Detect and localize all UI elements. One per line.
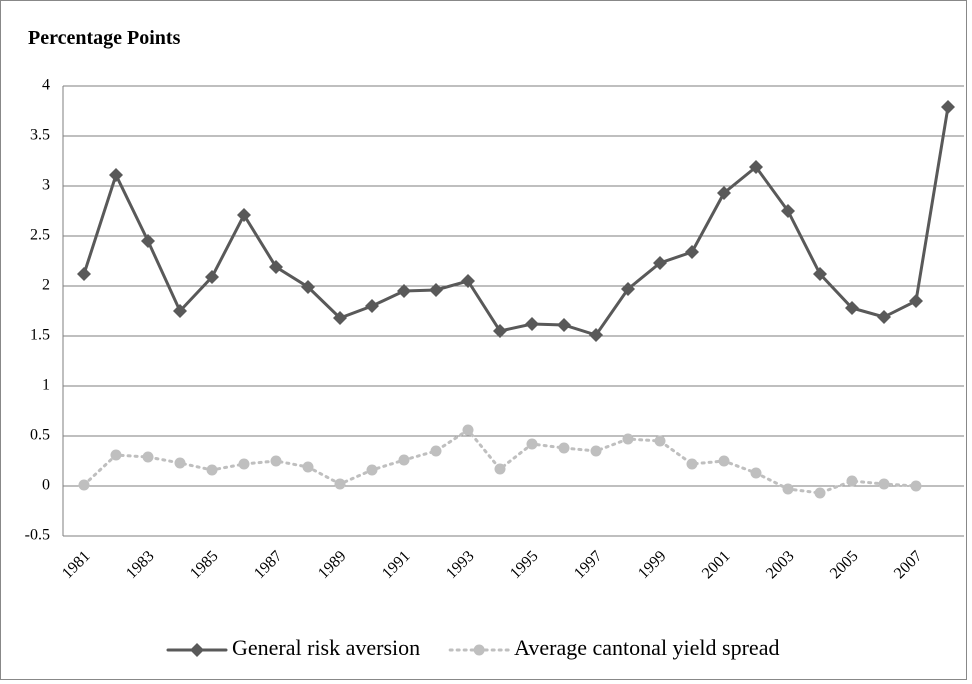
data-point — [174, 457, 186, 469]
y-tick-label: 1 — [42, 377, 50, 394]
data-point — [269, 260, 283, 274]
y-tick-label: 3 — [42, 177, 50, 194]
data-point — [878, 478, 890, 490]
data-point — [909, 294, 923, 308]
data-point — [718, 455, 730, 467]
data-point — [302, 461, 314, 473]
data-point — [430, 445, 442, 457]
data-point — [206, 464, 218, 476]
data-point — [270, 455, 282, 467]
data-point — [237, 208, 251, 222]
data-point — [781, 204, 795, 218]
data-point — [526, 438, 538, 450]
y-tick-label: 0.5 — [30, 427, 50, 444]
data-point — [493, 324, 507, 338]
data-point — [333, 311, 347, 325]
data-point — [654, 435, 666, 447]
data-point — [142, 451, 154, 463]
data-point — [238, 458, 250, 470]
data-point — [621, 282, 635, 296]
data-point — [910, 480, 922, 492]
data-point — [205, 270, 219, 284]
data-point — [686, 458, 698, 470]
series-line — [82, 105, 950, 337]
data-point — [365, 299, 379, 313]
data-point — [398, 454, 410, 466]
data-point — [717, 186, 731, 200]
data-point — [461, 274, 475, 288]
data-point — [301, 280, 315, 294]
y-tick-label: 4 — [42, 77, 50, 94]
data-point — [173, 304, 187, 318]
legend-marker — [473, 644, 485, 656]
data-point — [750, 467, 762, 479]
legend-label: General risk aversion — [232, 635, 420, 660]
data-point — [782, 483, 794, 495]
data-point — [814, 487, 826, 499]
data-point — [685, 245, 699, 259]
data-point — [749, 160, 763, 174]
data-point — [525, 317, 539, 331]
data-point — [813, 267, 827, 281]
data-point — [557, 318, 571, 332]
data-point — [429, 283, 443, 297]
y-tick-label: 0 — [42, 477, 50, 494]
data-point — [558, 442, 570, 454]
legend-label: Average cantonal yield spread — [514, 635, 779, 660]
data-point — [622, 433, 634, 445]
y-tick-label: 2.5 — [30, 227, 50, 244]
data-point — [109, 168, 123, 182]
y-tick-label: -0.5 — [25, 527, 50, 544]
data-point — [462, 424, 474, 436]
data-point — [77, 267, 91, 281]
data-point — [366, 464, 378, 476]
data-point — [590, 445, 602, 457]
data-point — [110, 449, 122, 461]
chart-title: Percentage Points — [28, 27, 181, 49]
data-point — [334, 478, 346, 490]
data-point — [877, 310, 891, 324]
data-point — [494, 463, 506, 475]
y-tick-label: 3.5 — [30, 127, 50, 144]
data-point — [78, 479, 90, 491]
data-point — [845, 301, 859, 315]
legend-marker — [190, 643, 204, 657]
y-tick-label: 1.5 — [30, 327, 50, 344]
data-point — [941, 100, 955, 114]
data-point — [397, 284, 411, 298]
data-point — [589, 328, 603, 342]
y-tick-label: 2 — [42, 277, 50, 294]
data-point — [141, 234, 155, 248]
data-point — [653, 256, 667, 270]
data-point — [846, 475, 858, 487]
